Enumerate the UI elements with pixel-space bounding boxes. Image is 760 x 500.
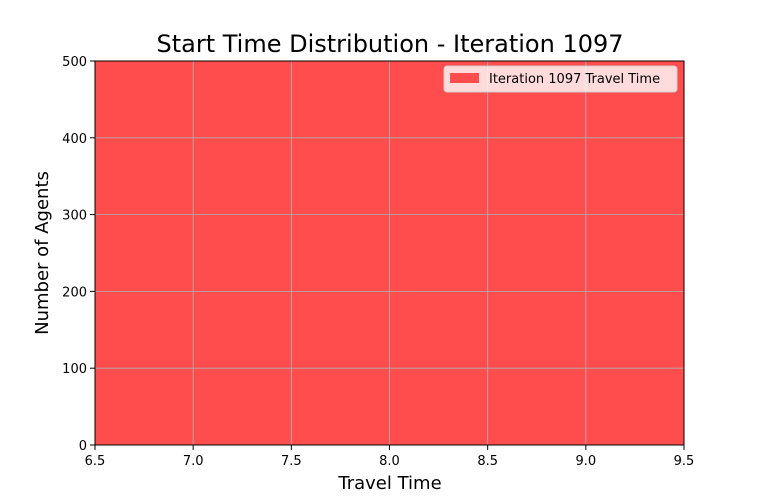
x-tick-label: 8.0: [379, 454, 400, 469]
x-tick-label: 7.5: [281, 454, 302, 469]
legend-swatch: [450, 73, 479, 83]
legend: Iteration 1097 Travel Time: [443, 65, 678, 93]
x-tick-label: 9.0: [575, 454, 596, 469]
x-tick-label: 9.5: [674, 454, 695, 469]
x-tick-label: 6.5: [85, 454, 106, 469]
legend-box: [443, 65, 678, 93]
y-tick-label: 100: [62, 362, 87, 377]
legend-label: Iteration 1097 Travel Time: [489, 72, 660, 87]
x-tick-label: 8.5: [477, 454, 498, 469]
x-axis-label: Travel Time: [337, 473, 441, 494]
y-tick-label: 500: [62, 55, 87, 70]
y-tick-label: 300: [62, 209, 87, 224]
ticks-layer: 6.5 7.0 7.5 8.0 8.5 9.0 9.5 0 100 200 300 400 500: [62, 55, 694, 469]
y-tick-label: 200: [62, 285, 87, 300]
x-tick-label: 7.0: [183, 454, 204, 469]
y-axis-label: Number of Agents: [32, 171, 53, 335]
chart-title: Start Time Distribution - Iteration 1097: [156, 30, 623, 58]
y-tick-label: 400: [62, 132, 87, 147]
y-tick-label: 0: [79, 439, 87, 454]
